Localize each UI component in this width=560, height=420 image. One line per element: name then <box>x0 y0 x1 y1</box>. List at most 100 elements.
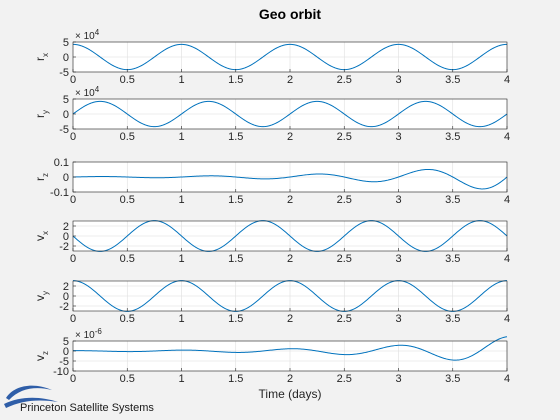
y-tick-label-vy-0: -2 <box>59 301 69 313</box>
x-tick-label-ry-4: 2 <box>287 131 293 143</box>
x-tick-label-vz-5: 2.5 <box>337 373 352 385</box>
x-tick-label-ry-3: 1.5 <box>228 131 243 143</box>
x-tick-label-vx-0: 0 <box>70 253 76 265</box>
x-tick-label-rz-6: 3 <box>395 194 401 206</box>
series-line-ry <box>72 100 508 128</box>
x-tick-label-vz-4: 2 <box>287 373 293 385</box>
y-tick-label-rz-1: 0 <box>63 172 69 184</box>
x-tick-label-vz-8: 4 <box>504 373 510 385</box>
axis-exponent-vz: × 10-6 <box>75 327 102 341</box>
x-tick-label-vy-5: 2.5 <box>337 313 352 325</box>
x-tick-label-vx-1: 0.5 <box>120 253 135 265</box>
x-tick-label-vy-1: 0.5 <box>120 313 135 325</box>
x-tick-label-ry-0: 0 <box>70 131 76 143</box>
y-tick-label-ry-1: 0 <box>63 109 69 121</box>
x-tick-label-rx-5: 2.5 <box>337 74 352 86</box>
x-tick-label-ry-2: 1 <box>178 131 184 143</box>
x-tick-label-vz-7: 3.5 <box>445 373 460 385</box>
x-tick-label-rz-8: 4 <box>504 194 510 206</box>
x-tick-label-vz-3: 1.5 <box>228 373 243 385</box>
x-tick-label-vx-2: 1 <box>178 253 184 265</box>
x-tick-label-rz-3: 1.5 <box>228 194 243 206</box>
y-axis-label-rx: rx <box>33 53 50 61</box>
figure-title: Geo orbit <box>259 6 322 22</box>
x-tick-label-rz-0: 0 <box>70 194 76 206</box>
x-tick-label-vx-8: 4 <box>504 253 510 265</box>
x-tick-label-vx-7: 3.5 <box>445 253 460 265</box>
subplot-rz: 0 0.5 1 1.5 2 2.5 3 3.5 4-0.100.1rz <box>33 157 510 206</box>
x-tick-label-vz-0: 0 <box>70 373 76 385</box>
psslogo-icon <box>4 385 58 408</box>
y-tick-label-rz-0: -0.1 <box>50 187 69 199</box>
y-axis-label-vz: vz <box>33 351 50 361</box>
x-tick-label-ry-6: 3 <box>395 131 401 143</box>
y-tick-label-vx-1: 0 <box>63 231 69 243</box>
x-tick-label-rz-4: 2 <box>287 194 293 206</box>
y-tick-label-vy-2: 2 <box>63 281 69 293</box>
y-tick-label-vz-0: -10 <box>53 366 69 378</box>
x-tick-label-rx-4: 2 <box>287 74 293 86</box>
x-tick-label-rz-7: 3.5 <box>445 194 460 206</box>
series-line-vy <box>72 280 508 312</box>
x-tick-label-vy-0: 0 <box>70 313 76 325</box>
series-line-vx <box>72 220 508 252</box>
y-tick-label-vx-2: 2 <box>63 221 69 233</box>
x-tick-label-vy-6: 3 <box>395 313 401 325</box>
subplot-vz: 0 0.5 1 1.5 2 2.5 3 3.5 4-10-505× 10-6vz <box>33 327 510 385</box>
x-tick-label-rx-0: 0 <box>70 74 76 86</box>
x-tick-label-rx-8: 4 <box>504 74 510 86</box>
x-tick-label-vy-3: 1.5 <box>228 313 243 325</box>
x-tick-label-vx-4: 2 <box>287 253 293 265</box>
x-tick-label-rx-2: 1 <box>178 74 184 86</box>
x-tick-label-vz-6: 3 <box>395 373 401 385</box>
y-axis-label-rz: rz <box>33 173 50 181</box>
y-tick-label-vx-0: -2 <box>59 241 69 253</box>
y-axis-label-vx: vx <box>33 231 50 241</box>
x-tick-label-rx-6: 3 <box>395 74 401 86</box>
x-tick-label-ry-7: 3.5 <box>445 131 460 143</box>
logo-swoosh-icon-2 <box>4 397 58 408</box>
y-tick-label-vz-3: 5 <box>63 336 69 348</box>
y-tick-label-vz-1: -5 <box>59 356 69 368</box>
y-axis-label-vy: vy <box>33 291 50 301</box>
x-tick-label-vz-2: 1 <box>178 373 184 385</box>
series-line-rx <box>72 43 508 71</box>
x-tick-label-rx-7: 3.5 <box>445 74 460 86</box>
logo-swoosh-icon <box>6 385 52 400</box>
x-tick-label-vy-4: 2 <box>287 313 293 325</box>
axis-exponent-ry: × 104 <box>75 85 100 99</box>
x-tick-label-vy-7: 3.5 <box>445 313 460 325</box>
x-axis-label: Time (days) <box>259 387 322 401</box>
x-tick-label-vx-6: 3 <box>395 253 401 265</box>
y-tick-label-rx-1: 0 <box>63 52 69 64</box>
y-tick-label-rx-0: -5 <box>59 67 69 79</box>
x-tick-label-vy-8: 4 <box>504 313 510 325</box>
x-tick-label-ry-1: 0.5 <box>120 131 135 143</box>
y-tick-label-rz-2: 0.1 <box>54 157 69 169</box>
y-tick-label-ry-2: 5 <box>63 94 69 106</box>
x-tick-label-rz-1: 0.5 <box>120 194 135 206</box>
x-tick-label-vz-1: 0.5 <box>120 373 135 385</box>
series-line-vz <box>73 336 508 361</box>
y-axis-label-ry: ry <box>33 110 50 118</box>
y-tick-label-rx-2: 5 <box>63 37 69 49</box>
x-tick-label-rz-2: 1 <box>178 194 184 206</box>
x-tick-label-rx-1: 0.5 <box>120 74 135 86</box>
y-tick-label-ry-0: -5 <box>59 124 69 136</box>
x-tick-label-vy-2: 1 <box>178 313 184 325</box>
axis-exponent-rx: × 104 <box>75 28 100 42</box>
y-tick-label-vy-1: 0 <box>63 291 69 303</box>
x-tick-label-rz-5: 2.5 <box>337 194 352 206</box>
x-tick-label-ry-8: 4 <box>504 131 510 143</box>
series-line-rz <box>72 168 508 190</box>
branding-text: Princeton Satellite Systems <box>20 402 154 414</box>
x-tick-label-vx-3: 1.5 <box>228 253 243 265</box>
x-tick-label-rx-3: 1.5 <box>228 74 243 86</box>
y-tick-label-vz-2: 0 <box>63 346 69 358</box>
